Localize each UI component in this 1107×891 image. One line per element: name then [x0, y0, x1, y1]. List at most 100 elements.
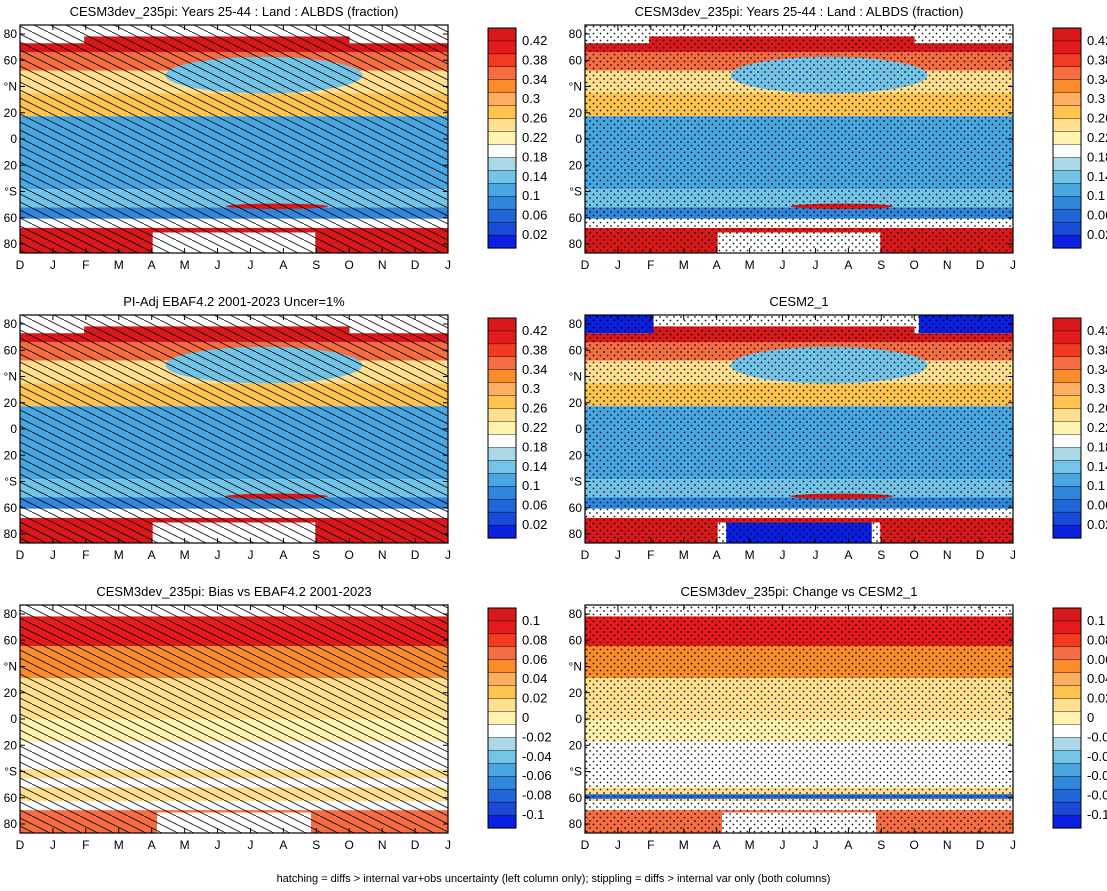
colorbar-segment — [1052, 672, 1082, 687]
x-tick-label: J — [780, 258, 786, 272]
colorbar-segment — [1052, 633, 1082, 648]
colorbar-label: 0.14 — [1087, 459, 1107, 474]
colorbar-label: 0.34 — [1087, 362, 1107, 377]
colorbar-segment — [487, 763, 517, 777]
y-tick-label: 80 — [4, 237, 18, 251]
x-tick-label: J — [215, 838, 221, 852]
y-tick-label: 80 — [569, 607, 583, 621]
colorbar-label: 0.22 — [1087, 130, 1107, 145]
panel-title: PI-Adj EBAF4.2 2001-2023 Uncer=1% — [123, 294, 345, 309]
colorbar-segment — [487, 607, 517, 622]
colorbar-label: -0.08 — [522, 788, 552, 803]
y-tick-label: °S — [4, 185, 17, 199]
y-tick-label: 20 — [569, 738, 583, 752]
y-tick-label: 0 — [575, 132, 582, 146]
y-tick-label: °N — [569, 660, 582, 674]
colorbar-segment — [1052, 498, 1082, 513]
colorbar-segment — [1052, 208, 1082, 223]
x-tick-label: M — [745, 548, 755, 562]
colorbar-frame — [487, 607, 517, 829]
stippling-overlay — [585, 315, 1013, 543]
y-tick-label: °N — [4, 660, 17, 674]
colorbar-label: 0.3 — [522, 381, 540, 396]
y-tick-label: 0 — [575, 712, 582, 726]
y-tick-label: 60 — [569, 343, 583, 357]
colorbar-segment — [1052, 131, 1082, 146]
colorbar-segment — [487, 473, 517, 487]
colorbar-label: 0.02 — [1087, 517, 1107, 532]
colorbar-segment — [1052, 66, 1082, 81]
panel-title: CESM2_1 — [769, 294, 828, 309]
x-tick-label: S — [312, 258, 320, 272]
colorbar-segment — [487, 196, 517, 210]
x-tick-label: J — [215, 548, 221, 562]
y-tick-label: 60 — [569, 633, 583, 647]
y-tick-label: 0 — [10, 712, 17, 726]
colorbar-segment — [1052, 234, 1082, 249]
x-tick-label: J — [445, 258, 451, 272]
colorbar-label: 0.1 — [1087, 478, 1105, 493]
colorbar-segment — [487, 788, 517, 803]
colorbar-segment — [1052, 814, 1082, 829]
colorbar-segment — [487, 498, 517, 513]
colorbar-label: -0.04 — [1087, 749, 1107, 764]
x-tick-label: D — [976, 548, 985, 562]
x-tick-label: J — [780, 548, 786, 562]
colorbar-label: -0.02 — [522, 729, 552, 744]
x-tick-label: D — [581, 548, 590, 562]
y-tick-label: 60 — [4, 343, 18, 357]
colorbar-label: 0.22 — [522, 130, 547, 145]
colorbar-label: 0.3 — [522, 91, 540, 106]
colorbar-label: 0.04 — [1087, 671, 1107, 686]
colorbar-label: 0.02 — [522, 227, 547, 242]
colorbar-segment — [1052, 524, 1082, 539]
colorbar-segment — [1052, 382, 1082, 397]
x-tick-label: N — [378, 838, 387, 852]
colorbar-label: 0.18 — [1087, 439, 1107, 454]
y-tick-label: 20 — [4, 448, 18, 462]
colorbar-segment — [487, 330, 517, 345]
x-tick-label: N — [378, 548, 387, 562]
x-tick-label: M — [745, 258, 755, 272]
colorbar-label: 0.06 — [1087, 498, 1107, 513]
x-tick-label: A — [148, 548, 156, 562]
y-tick-label: 60 — [569, 53, 583, 67]
colorbar-segment — [487, 685, 517, 700]
colorbar-frame — [1052, 27, 1082, 249]
y-tick-label: 60 — [4, 53, 18, 67]
x-tick-label: F — [647, 838, 654, 852]
x-tick-label: O — [345, 838, 354, 852]
x-tick-label: M — [180, 548, 190, 562]
x-tick-label: A — [844, 548, 852, 562]
colorbar-label: 0.42 — [522, 323, 547, 338]
colorbar-label: 0.14 — [522, 459, 547, 474]
x-tick-label: O — [345, 548, 354, 562]
x-tick-label: D — [16, 548, 25, 562]
x-tick-label: D — [411, 258, 420, 272]
colorbar-segment — [487, 27, 517, 42]
colorbar-label: 0.26 — [522, 111, 547, 126]
y-tick-label: 80 — [4, 27, 18, 41]
colorbar-segment — [487, 131, 517, 146]
colorbar-segment — [1052, 486, 1082, 500]
colorbar-segment — [487, 724, 517, 739]
colorbar-segment — [487, 118, 517, 133]
y-tick-label: 80 — [569, 317, 583, 331]
x-tick-label: J — [812, 838, 818, 852]
x-tick-label: D — [16, 258, 25, 272]
colorbar-segment — [1052, 170, 1082, 184]
colorbar-segment — [487, 524, 517, 539]
colorbar-label: 0.02 — [1087, 227, 1107, 242]
colorbar-label: 0.02 — [1087, 691, 1107, 706]
y-tick-label: °S — [4, 475, 17, 489]
colorbar-label: 0.04 — [522, 671, 547, 686]
y-tick-label: 20 — [569, 396, 583, 410]
x-tick-label: F — [82, 258, 89, 272]
colorbar-segment — [487, 814, 517, 829]
colorbar-label: -0.1 — [1087, 807, 1107, 822]
y-tick-label: 60 — [4, 633, 18, 647]
x-tick-label: M — [114, 258, 124, 272]
x-tick-label: D — [976, 838, 985, 852]
colorbar-label: -0.06 — [522, 768, 552, 783]
x-tick-label: A — [844, 838, 852, 852]
